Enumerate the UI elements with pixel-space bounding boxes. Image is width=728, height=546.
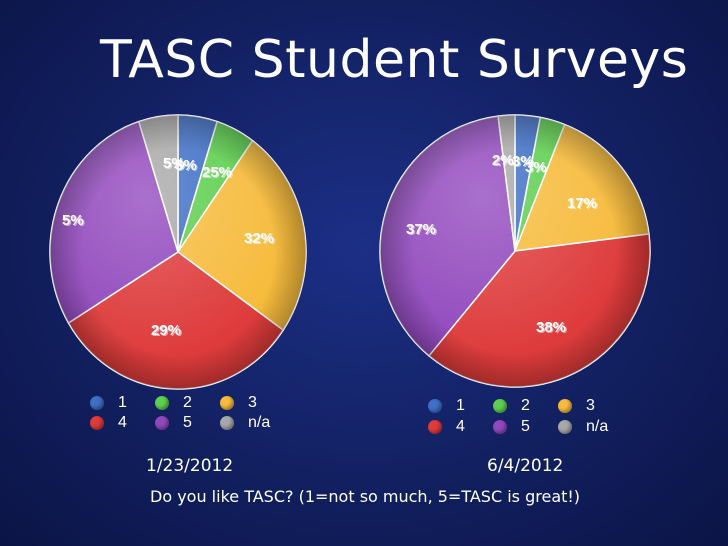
data-label-shadow: 5% bbox=[63, 213, 85, 230]
legend-item-3: 3 bbox=[220, 394, 257, 412]
data-label-shadow: 38% bbox=[537, 320, 567, 337]
data-label-shadow: 3% bbox=[526, 160, 548, 177]
data-label-3: 25% bbox=[202, 164, 232, 181]
survey-question: Do you like TASC? (1=not so much, 5=TASC… bbox=[150, 487, 581, 506]
legend-label-3: 3 bbox=[586, 397, 595, 414]
legend-label-na: n/a bbox=[248, 414, 271, 431]
legend-swatch-3 bbox=[220, 396, 234, 410]
legend-item-2: 2 bbox=[493, 397, 530, 415]
data-label-shadow: 25% bbox=[203, 165, 233, 182]
legend-label-5: 5 bbox=[521, 418, 530, 435]
legend-item-2: 2 bbox=[155, 394, 192, 412]
data-label-1: 5% bbox=[163, 155, 185, 172]
legend-item-4: 4 bbox=[90, 414, 127, 432]
legend-item-na: n/a bbox=[220, 414, 270, 432]
legend-label-5: 5 bbox=[183, 414, 192, 431]
legend-swatch-na bbox=[220, 416, 234, 430]
legend-item-5: 5 bbox=[155, 414, 192, 432]
legend-swatch-5 bbox=[155, 416, 169, 430]
data-label-shadow: 17% bbox=[568, 196, 598, 213]
legend-label-4: 4 bbox=[118, 414, 127, 431]
legend-label-4: 4 bbox=[456, 418, 465, 435]
legend-swatch-1 bbox=[428, 399, 442, 413]
chart-2-date: 6/4/2012 bbox=[487, 456, 564, 476]
legend-label-na: n/a bbox=[586, 418, 609, 435]
data-label-na: 2% bbox=[492, 152, 514, 169]
pie-chart-2: 3%3%3%3%17%17%38%38%37%37%2%2% bbox=[379, 114, 651, 388]
legend-item-1: 1 bbox=[428, 397, 465, 415]
data-label-shadow: 2% bbox=[493, 153, 515, 170]
data-label-5: 37% bbox=[406, 221, 436, 238]
data-label-2: 3% bbox=[525, 159, 547, 176]
legend-swatch-5 bbox=[493, 420, 507, 434]
page-title: TASC Student Surveys bbox=[100, 30, 689, 90]
data-label-na: 5% bbox=[62, 212, 84, 229]
data-label-shadow: 5% bbox=[176, 158, 198, 175]
legend-label-3: 3 bbox=[248, 394, 257, 411]
legend-label-1: 1 bbox=[456, 397, 465, 414]
chart-1-date: 1/23/2012 bbox=[146, 456, 234, 476]
data-label-shadow: 37% bbox=[407, 222, 437, 239]
legend-label-2: 2 bbox=[521, 397, 530, 414]
data-label-3: 17% bbox=[567, 195, 597, 212]
legend-item-1: 1 bbox=[90, 394, 127, 412]
data-label-5: 29% bbox=[151, 322, 181, 339]
data-label-4: 38% bbox=[536, 319, 566, 336]
data-label-shadow: 32% bbox=[245, 231, 275, 248]
legend-swatch-4 bbox=[90, 416, 104, 430]
legend-swatch-na bbox=[558, 420, 572, 434]
data-label-shadow: 5% bbox=[164, 156, 186, 173]
legend-swatch-1 bbox=[90, 396, 104, 410]
legend-label-2: 2 bbox=[183, 394, 192, 411]
data-label-4: 32% bbox=[244, 230, 274, 247]
legend-item-5: 5 bbox=[493, 418, 530, 436]
data-label-1: 3% bbox=[512, 153, 534, 170]
legend-swatch-2 bbox=[155, 396, 169, 410]
data-label-shadow: 3% bbox=[513, 154, 535, 171]
legend-swatch-2 bbox=[493, 399, 507, 413]
legend-swatch-3 bbox=[558, 399, 572, 413]
data-label-shadow: 29% bbox=[152, 323, 182, 340]
legend-label-1: 1 bbox=[118, 394, 127, 411]
legend-item-4: 4 bbox=[428, 418, 465, 436]
data-label-2: 5% bbox=[175, 157, 197, 174]
legend-item-3: 3 bbox=[558, 397, 595, 415]
pie-chart-1: 5%5%5%5% 25%25%32%32%29%29%5%5% bbox=[49, 114, 307, 390]
legend-swatch-4 bbox=[428, 420, 442, 434]
legend-item-na: n/a bbox=[558, 418, 608, 436]
